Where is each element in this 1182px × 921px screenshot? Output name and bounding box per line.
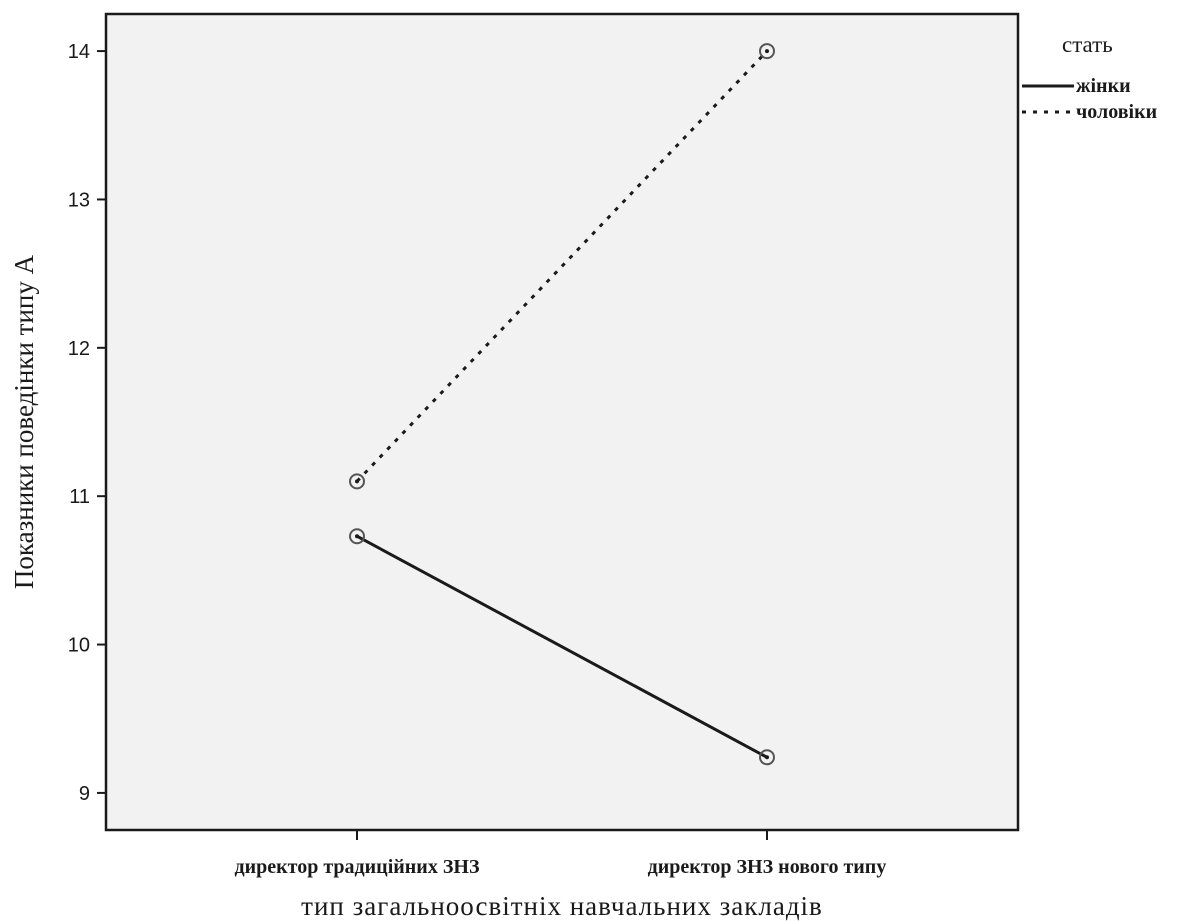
x-tick-label-1: директор ЗНЗ нового типу <box>648 856 887 878</box>
series-1-point-0-dot <box>355 479 359 484</box>
x-axis-title: тип загальноосвітніх навчальних закладів <box>301 891 823 921</box>
y-tick-label-12: 12 <box>68 338 90 360</box>
series-0-point-0-dot <box>355 534 359 539</box>
y-axis-title: Показники поведінки типу А <box>9 254 39 589</box>
series-line-1 <box>355 50 769 483</box>
y-tick-label-11: 11 <box>69 486 90 508</box>
y-axis-ticks: 9 10 11 12 13 14 <box>68 41 106 805</box>
plot-area <box>104 12 1020 832</box>
series-layer <box>349 43 775 766</box>
series-1-point-1 <box>759 43 775 60</box>
series-1-point-0 <box>349 473 365 490</box>
series-line-0 <box>356 534 768 759</box>
series-0-point-1 <box>759 749 775 766</box>
x-tick-label-0: директор традиційних ЗНЗ <box>235 856 480 878</box>
y-tick-label-14: 14 <box>68 41 90 63</box>
legend-label-zhinky: жінки <box>1076 75 1131 97</box>
series-1-point-1-dot <box>765 49 769 54</box>
y-tick-label-9: 9 <box>79 783 90 805</box>
x-axis-ticks: директор традиційних ЗНЗ директор ЗНЗ нов… <box>235 830 887 878</box>
legend: стать жінки чоловіки <box>1022 32 1157 123</box>
y-tick-label-10: 10 <box>68 635 90 657</box>
y-tick-label-13: 13 <box>68 189 90 211</box>
legend-title: стать <box>1062 32 1113 57</box>
legend-label-cholovichky: чоловіки <box>1076 101 1157 123</box>
series-0-point-1-dot <box>765 755 769 760</box>
series-0-point-0 <box>349 528 365 545</box>
